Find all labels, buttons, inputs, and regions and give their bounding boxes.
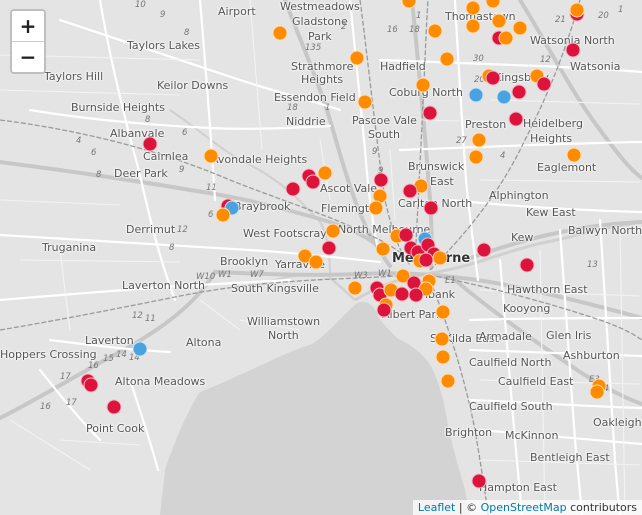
location-marker-orange[interactable]: [435, 304, 451, 320]
location-marker-red[interactable]: [418, 252, 434, 268]
location-marker-red[interactable]: [511, 84, 527, 100]
location-marker-orange[interactable]: [215, 207, 231, 223]
location-marker-red[interactable]: [485, 70, 501, 86]
location-marker-red[interactable]: [321, 240, 337, 256]
location-marker-orange[interactable]: [427, 23, 443, 39]
zoom-in-button[interactable]: +: [12, 11, 44, 41]
location-marker-orange[interactable]: [465, 18, 481, 34]
location-marker-orange[interactable]: [325, 223, 341, 239]
location-marker-orange[interactable]: [566, 147, 582, 163]
location-marker-orange[interactable]: [512, 20, 528, 36]
location-marker-red[interactable]: [376, 302, 392, 318]
location-marker-orange[interactable]: [471, 132, 487, 148]
location-marker-blue[interactable]: [468, 87, 484, 103]
location-marker-red[interactable]: [519, 257, 535, 273]
location-marker-orange[interactable]: [203, 148, 219, 164]
location-marker-red[interactable]: [285, 181, 301, 197]
location-marker-orange[interactable]: [357, 94, 373, 110]
location-marker-red[interactable]: [83, 377, 99, 393]
location-marker-orange[interactable]: [589, 384, 605, 400]
attribution-separator: | ©: [455, 501, 481, 514]
location-marker-orange[interactable]: [440, 373, 456, 389]
location-marker-red[interactable]: [422, 105, 438, 121]
location-marker-orange[interactable]: [465, 0, 481, 16]
location-marker-blue[interactable]: [496, 89, 512, 105]
location-marker-orange[interactable]: [434, 331, 450, 347]
location-marker-orange[interactable]: [498, 30, 514, 46]
zoom-control: + −: [10, 9, 46, 74]
location-marker-orange[interactable]: [569, 2, 585, 18]
location-marker-orange[interactable]: [468, 149, 484, 165]
location-marker-orange[interactable]: [347, 280, 363, 296]
zoom-out-button[interactable]: −: [12, 41, 44, 72]
location-marker-orange[interactable]: [439, 51, 455, 67]
location-marker-orange[interactable]: [368, 200, 384, 216]
bay-water: [160, 301, 470, 515]
location-marker-red[interactable]: [402, 183, 418, 199]
location-marker-red[interactable]: [394, 286, 410, 302]
openstreetmap-link[interactable]: OpenStreetMap: [480, 501, 567, 514]
location-marker-red[interactable]: [471, 473, 487, 489]
location-marker-orange[interactable]: [432, 250, 448, 266]
location-marker-red[interactable]: [106, 399, 122, 415]
location-marker-red[interactable]: [565, 42, 581, 58]
location-marker-orange[interactable]: [272, 25, 288, 41]
location-marker-orange[interactable]: [349, 50, 365, 66]
location-marker-orange[interactable]: [308, 254, 324, 270]
location-marker-orange[interactable]: [435, 349, 451, 365]
attribution: Leaflet | © OpenStreetMap contributors: [412, 500, 642, 515]
location-marker-blue[interactable]: [132, 341, 148, 357]
location-marker-red[interactable]: [508, 111, 524, 127]
location-marker-orange[interactable]: [415, 77, 431, 93]
leaflet-link[interactable]: Leaflet: [417, 501, 456, 514]
attribution-suffix: contributors: [566, 501, 637, 514]
location-marker-red[interactable]: [423, 200, 439, 216]
location-marker-orange[interactable]: [317, 165, 333, 181]
location-marker-red[interactable]: [536, 76, 552, 92]
location-marker-red[interactable]: [476, 242, 492, 258]
location-marker-red[interactable]: [408, 287, 424, 303]
location-marker-red[interactable]: [373, 172, 389, 188]
location-marker-red[interactable]: [142, 136, 158, 152]
location-marker-orange[interactable]: [491, 13, 507, 29]
location-marker-orange[interactable]: [375, 241, 391, 257]
location-marker-red[interactable]: [305, 174, 321, 190]
